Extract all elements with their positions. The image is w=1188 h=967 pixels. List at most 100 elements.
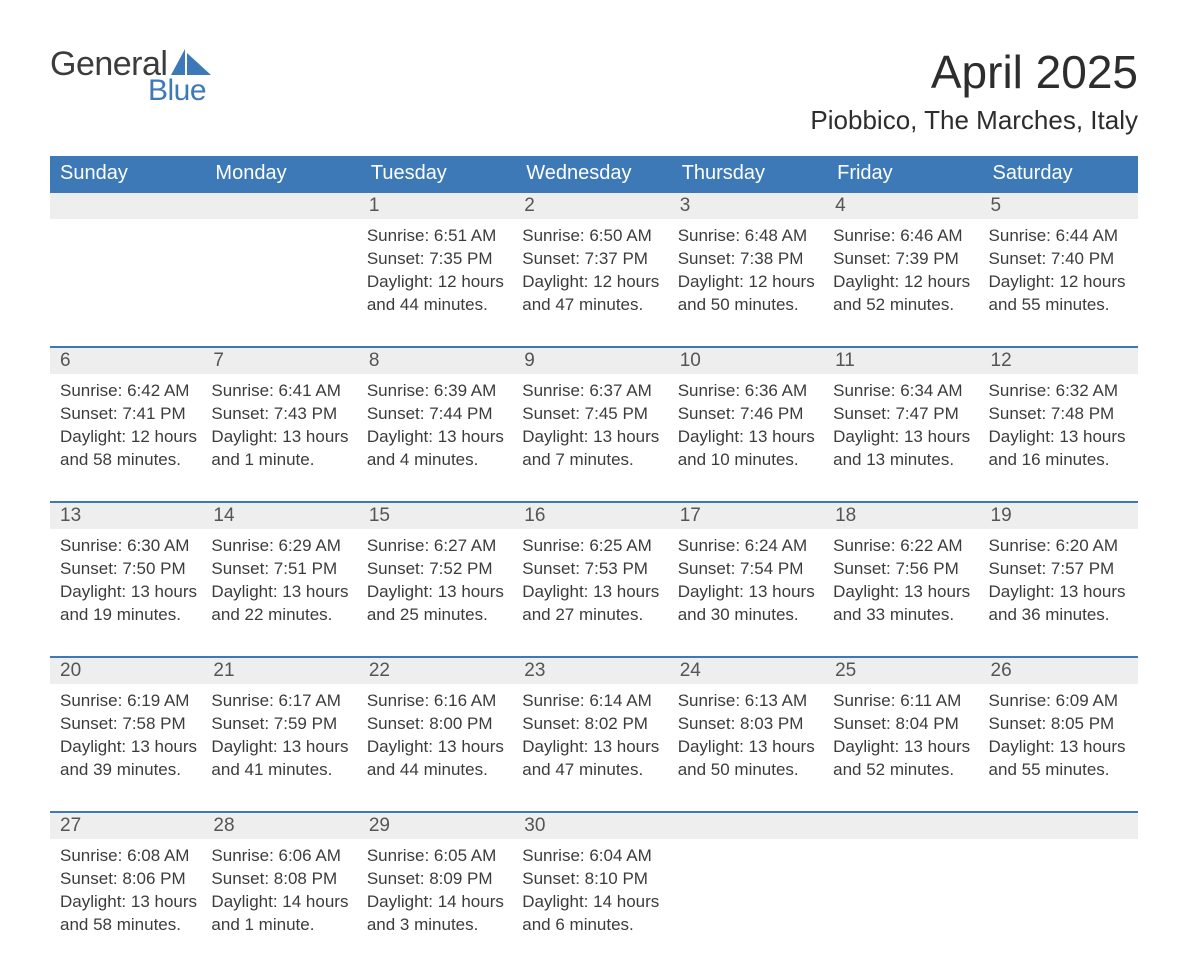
weekday-header: Sunday — [50, 156, 205, 192]
sunrise-line: Sunrise: 6:39 AM — [367, 380, 508, 403]
weekday-header: Monday — [205, 156, 360, 192]
sunset-line: Sunset: 7:47 PM — [833, 403, 974, 426]
day-number-row: 20212223242526 — [50, 657, 1138, 684]
weekday-header: Wednesday — [516, 156, 671, 192]
day-detail-cell: Sunrise: 6:04 AMSunset: 8:10 PMDaylight:… — [516, 839, 671, 967]
sunset-line: Sunset: 7:37 PM — [522, 248, 663, 271]
daylight-line: Daylight: 13 hours and 50 minutes. — [678, 736, 819, 782]
sunrise-line: Sunrise: 6:44 AM — [989, 225, 1130, 248]
daylight-line: Daylight: 12 hours and 50 minutes. — [678, 271, 819, 317]
day-number-cell: 11 — [827, 347, 982, 374]
day-detail-cell: Sunrise: 6:51 AMSunset: 7:35 PMDaylight:… — [361, 219, 516, 347]
sunset-line: Sunset: 7:46 PM — [678, 403, 819, 426]
day-number-cell: 4 — [827, 192, 982, 219]
day-detail-cell: Sunrise: 6:41 AMSunset: 7:43 PMDaylight:… — [205, 374, 360, 502]
day-detail-row: Sunrise: 6:19 AMSunset: 7:58 PM Daylight:… — [50, 684, 1138, 812]
day-detail-cell: Sunrise: 6:14 AMSunset: 8:02 PMDaylight:… — [516, 684, 671, 812]
sunset-line: Sunset: 8:09 PM — [367, 868, 508, 891]
header: General Blue April 2025 Piobbico, The Ma… — [50, 45, 1138, 136]
day-number-cell — [205, 192, 360, 219]
daylight-line: Daylight: 13 hours and 36 minutes. — [989, 581, 1130, 627]
sunset-line: Sunset: 7:53 PM — [522, 558, 663, 581]
day-number-cell: 8 — [361, 347, 516, 374]
page-title: April 2025 — [810, 45, 1138, 99]
day-number-cell — [827, 812, 982, 839]
day-detail-cell — [827, 839, 982, 967]
day-detail-cell: Sunrise: 6:11 AMSunset: 8:04 PMDaylight:… — [827, 684, 982, 812]
day-number-cell: 15 — [361, 502, 516, 529]
sunrise-line: Sunrise: 6:30 AM — [60, 535, 197, 558]
sunset-line: Sunset: 7:41 PM — [60, 403, 197, 426]
day-number-cell: 2 — [516, 192, 671, 219]
daylight-line: Daylight: 13 hours and 7 minutes. — [522, 426, 663, 472]
daylight-line: Daylight: 13 hours and 27 minutes. — [522, 581, 663, 627]
daylight-line: Daylight: 13 hours and 25 minutes. — [367, 581, 508, 627]
sunrise-line: Sunrise: 6:08 AM — [60, 845, 197, 868]
weekday-header: Saturday — [983, 156, 1138, 192]
day-number-cell: 26 — [983, 657, 1138, 684]
daylight-line: Daylight: 12 hours and 58 minutes. — [60, 426, 197, 472]
sunrise-line: Sunrise: 6:13 AM — [678, 690, 819, 713]
day-detail-cell: Sunrise: 6:50 AMSunset: 7:37 PMDaylight:… — [516, 219, 671, 347]
sunrise-line: Sunrise: 6:17 AM — [211, 690, 352, 713]
day-number-cell — [50, 192, 205, 219]
daylight-line: Daylight: 13 hours and 52 minutes. — [833, 736, 974, 782]
day-number-cell: 20 — [50, 657, 205, 684]
sunset-line: Sunset: 7:45 PM — [522, 403, 663, 426]
daylight-line: Daylight: 13 hours and 16 minutes. — [989, 426, 1130, 472]
sunset-line: Sunset: 7:51 PM — [211, 558, 352, 581]
sunrise-line: Sunrise: 6:24 AM — [678, 535, 819, 558]
daylight-line: Daylight: 14 hours and 6 minutes. — [522, 891, 663, 937]
day-number-cell: 28 — [205, 812, 360, 839]
day-number-cell — [672, 812, 827, 839]
sunrise-line: Sunrise: 6:46 AM — [833, 225, 974, 248]
sunset-line: Sunset: 7:48 PM — [989, 403, 1130, 426]
sunrise-line: Sunrise: 6:22 AM — [833, 535, 974, 558]
day-number-row: 6789101112 — [50, 347, 1138, 374]
day-detail-cell: Sunrise: 6:46 AMSunset: 7:39 PMDaylight:… — [827, 219, 982, 347]
day-detail-cell: Sunrise: 6:24 AMSunset: 7:54 PMDaylight:… — [672, 529, 827, 657]
daylight-line: Daylight: 14 hours and 1 minute. — [211, 891, 352, 937]
title-block: April 2025 Piobbico, The Marches, Italy — [810, 45, 1138, 136]
day-number-cell: 14 — [205, 502, 360, 529]
sunrise-line: Sunrise: 6:51 AM — [367, 225, 508, 248]
day-number-cell: 7 — [205, 347, 360, 374]
day-number-row: 13141516171819 — [50, 502, 1138, 529]
day-detail-cell: Sunrise: 6:25 AMSunset: 7:53 PMDaylight:… — [516, 529, 671, 657]
day-detail-row: Sunrise: 6:08 AMSunset: 8:06 PMDaylight:… — [50, 839, 1138, 967]
day-number-cell: 21 — [205, 657, 360, 684]
day-number-cell: 22 — [361, 657, 516, 684]
sunset-line: Sunset: 8:05 PM — [989, 713, 1130, 736]
sunrise-line: Sunrise: 6:34 AM — [833, 380, 974, 403]
day-number-cell: 27 — [50, 812, 205, 839]
daylight-line: Daylight: 13 hours and 22 minutes. — [211, 581, 352, 627]
day-detail-cell: Sunrise: 6:19 AMSunset: 7:58 PMDaylight:… — [50, 684, 205, 812]
day-detail-cell: Sunrise: 6:27 AMSunset: 7:52 PMDaylight:… — [361, 529, 516, 657]
daylight-line: Daylight: 13 hours and 10 minutes. — [678, 426, 819, 472]
day-detail-cell: Sunrise: 6:09 AMSunset: 8:05 PMDaylight:… — [983, 684, 1138, 812]
day-number-cell: 19 — [983, 502, 1138, 529]
day-number-row: 27282930 — [50, 812, 1138, 839]
sunset-line: Sunset: 7:58 PM — [60, 713, 197, 736]
sunset-line: Sunset: 7:59 PM — [211, 713, 352, 736]
day-number-cell: 23 — [516, 657, 671, 684]
day-detail-cell — [672, 839, 827, 967]
sunrise-line: Sunrise: 6:19 AM — [60, 690, 197, 713]
day-detail-cell: Sunrise: 6:08 AMSunset: 8:06 PMDaylight:… — [50, 839, 205, 967]
daylight-line: Daylight: 12 hours and 44 minutes. — [367, 271, 508, 317]
day-number-cell: 25 — [827, 657, 982, 684]
sunrise-line: Sunrise: 6:42 AM — [60, 380, 197, 403]
sunset-line: Sunset: 8:04 PM — [833, 713, 974, 736]
sunrise-line: Sunrise: 6:05 AM — [367, 845, 508, 868]
daylight-line: Daylight: 13 hours and 19 minutes. — [60, 581, 197, 627]
day-number-cell: 17 — [672, 502, 827, 529]
day-number-row: 12345 — [50, 192, 1138, 219]
daylight-line: Daylight: 13 hours and 30 minutes. — [678, 581, 819, 627]
sunset-line: Sunset: 8:00 PM — [367, 713, 508, 736]
sunrise-line: Sunrise: 6:25 AM — [522, 535, 663, 558]
day-number-cell: 6 — [50, 347, 205, 374]
day-detail-cell: Sunrise: 6:16 AMSunset: 8:00 PMDaylight:… — [361, 684, 516, 812]
day-detail-row: Sunrise: 6:42 AMSunset: 7:41 PMDaylight:… — [50, 374, 1138, 502]
sunset-line: Sunset: 7:52 PM — [367, 558, 508, 581]
day-detail-cell — [50, 219, 205, 347]
